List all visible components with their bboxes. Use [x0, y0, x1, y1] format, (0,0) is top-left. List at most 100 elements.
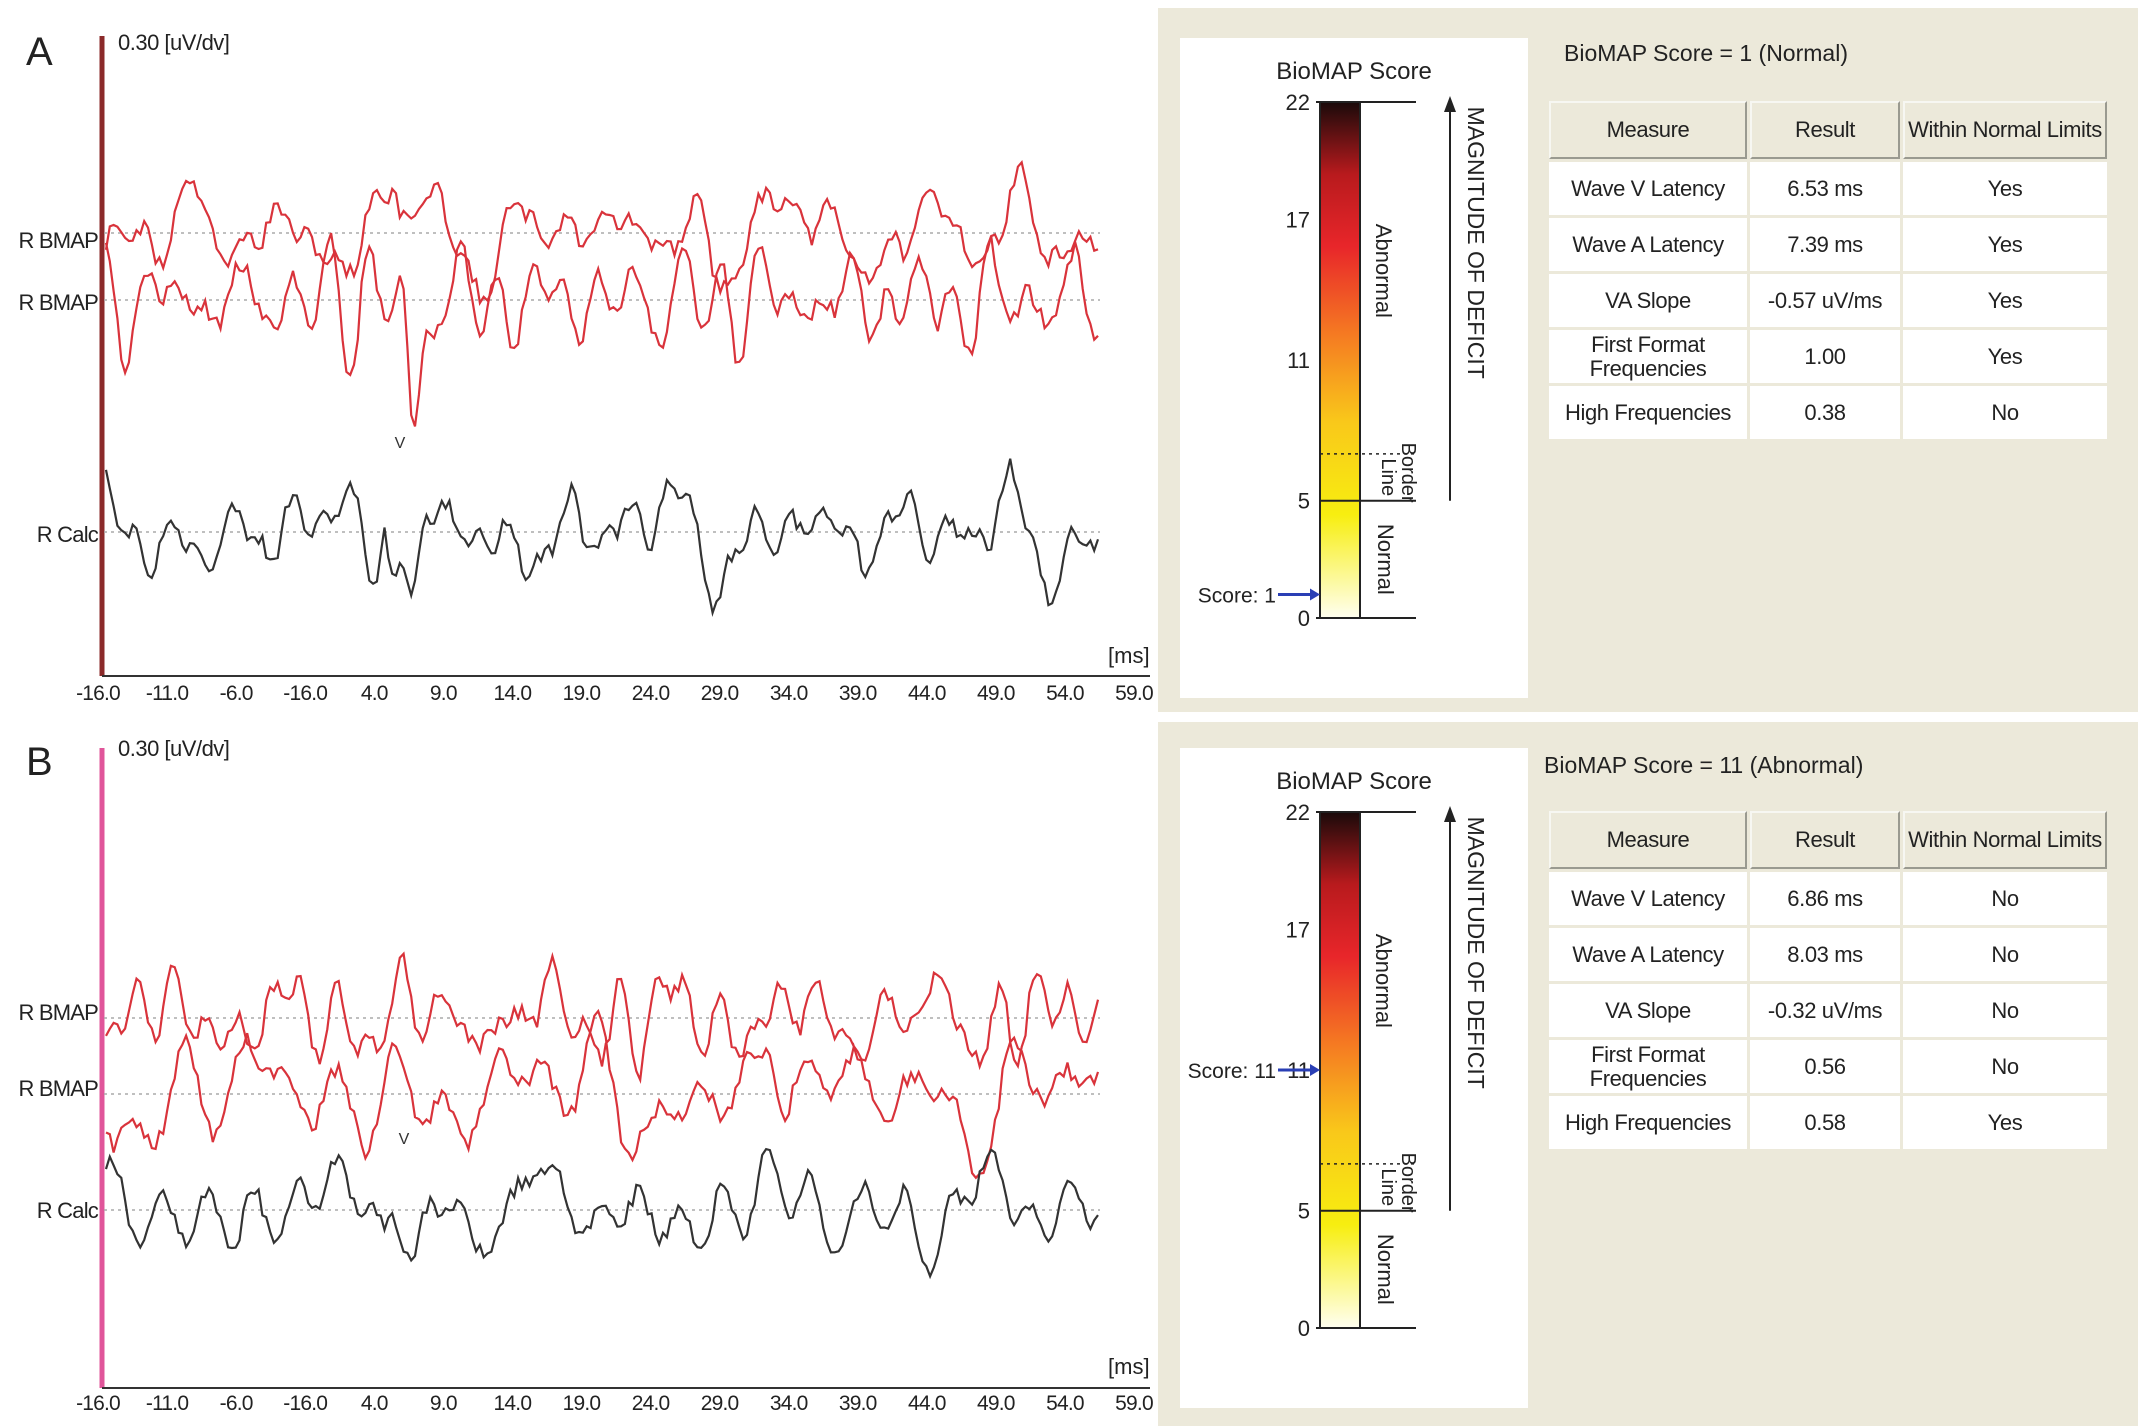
- wnl-cell: No: [1903, 928, 2107, 981]
- measure-cell: Wave V Latency: [1549, 872, 1747, 925]
- x-tick-label: 54.0: [1046, 682, 1084, 705]
- x-tick-label: 9.0: [429, 682, 458, 705]
- biomap-score-summary: BioMAP Score = 11 (Abnormal): [1544, 752, 1864, 778]
- table-row: Wave V Latency 6.86 ms No: [1549, 872, 2107, 925]
- zone-label-abnormal: Abnormal: [1371, 934, 1396, 1028]
- scale-tick-label: 17: [1286, 207, 1310, 232]
- score-label: Score: 1: [1198, 585, 1276, 608]
- score-color-bar: [1319, 101, 1361, 619]
- x-tick-label: 39.0: [838, 682, 877, 705]
- panel-letter: B: [26, 740, 53, 784]
- waveform-trace: [105, 951, 1100, 1085]
- measures-table: Measure Result Within Normal Limits Wave…: [1546, 98, 2110, 442]
- wnl-cell: No: [1903, 1040, 2107, 1093]
- x-unit-label: [ms]: [1108, 643, 1150, 668]
- measure-cell: First Format Frequencies: [1549, 1040, 1747, 1093]
- x-tick-label: 44.0: [907, 682, 946, 705]
- biomap-score-scale: 22171150AbnormalBorderLineNormalMAGNITUD…: [1188, 800, 1489, 1341]
- measure-cell: Wave A Latency: [1549, 218, 1747, 271]
- x-axis-ticks: -16.0 -11.0 -6.0 -16.0 4.0 9.0 14.0 19.0 24.0 29.…: [66, 1392, 1156, 1422]
- x-tick-label: -16.0: [283, 1392, 328, 1415]
- wnl-cell: Yes: [1903, 162, 2107, 215]
- biomap-side-panel: BioMAP Score 22 17 11 5 0 Abnormal Border Line N…: [1158, 722, 2138, 1426]
- biomap-score-scale: 22171150AbnormalBorderLineNormalMAGNITUD…: [1198, 90, 1489, 631]
- result-cell: 6.86 ms: [1750, 872, 1900, 925]
- measures-table: Measure Result Within Normal Limits Wave…: [1546, 808, 2110, 1152]
- x-tick-label: 49.0: [977, 682, 1015, 705]
- zone-label-normal: Normal: [1373, 524, 1398, 595]
- amplitude-scale-label: 0.30 [uV/dv]: [118, 30, 230, 55]
- result-cell: 1.00: [1750, 330, 1900, 383]
- x-tick-label: -6.0: [219, 1392, 254, 1415]
- panel-letter: A: [26, 30, 53, 74]
- table-row: First Format Frequencies 1.00 Yes: [1549, 330, 2107, 383]
- result-cell: 0.38: [1750, 386, 1900, 439]
- waveform-trace: [104, 160, 1099, 306]
- peak-marker: V: [399, 1131, 410, 1148]
- x-tick-label: 14.0: [493, 682, 532, 705]
- result-cell: -0.57 uV/ms: [1750, 274, 1900, 327]
- result-cell: 0.58: [1750, 1096, 1900, 1149]
- x-tick-label: 19.0: [562, 682, 601, 705]
- x-tick-label: 9.0: [429, 1392, 458, 1415]
- table-row: VA Slope -0.57 uV/ms Yes: [1549, 274, 2107, 327]
- x-tick-label: 14.0: [493, 1392, 532, 1415]
- waveform-plot: V: [99, 748, 1150, 1389]
- wnl-cell: No: [1903, 386, 2107, 439]
- wnl-cell: Yes: [1903, 218, 2107, 271]
- measure-cell: Wave V Latency: [1549, 162, 1747, 215]
- biomap-score-box: BioMAP Score 22 17 11 5 0 Abnormal Border Line N…: [1180, 748, 1528, 1408]
- score-label: Score: 11: [1188, 1060, 1276, 1083]
- scale-tick-label: 22: [1286, 90, 1310, 115]
- x-tick-label: 59.0: [1115, 682, 1153, 705]
- header-result: Result: [1750, 811, 1900, 869]
- measure-cell: High Frequencies: [1549, 1096, 1747, 1149]
- result-cell: 8.03 ms: [1750, 928, 1900, 981]
- score-arrow-head: [1310, 588, 1320, 601]
- panel-b: B 0.30 [uV/dv] V R BMAP R BMAP R Calc [m…: [0, 712, 2138, 1426]
- waveform-trace: [104, 1147, 1099, 1280]
- table-row: High Frequencies 0.38 No: [1549, 386, 2107, 439]
- zone-label-abnormal: Abnormal: [1371, 224, 1396, 318]
- wnl-cell: No: [1903, 872, 2107, 925]
- biomap-score-summary: BioMAP Score = 1 (Normal): [1564, 40, 1848, 66]
- scale-tick-label: 5: [1298, 1199, 1310, 1224]
- x-tick-label: -16.0: [283, 682, 328, 705]
- magnitude-of-deficit-label: MAGNITUDE OF DEFICIT: [1463, 107, 1489, 379]
- channel-label: R BMAP: [18, 290, 98, 315]
- x-tick-label: 24.0: [631, 682, 670, 705]
- x-tick-label: 29.0: [700, 1392, 739, 1415]
- table-row: Wave A Latency 7.39 ms Yes: [1549, 218, 2107, 271]
- waveform-plot: V: [99, 36, 1150, 677]
- measure-cell: Wave A Latency: [1549, 928, 1747, 981]
- x-tick-label: 4.0: [360, 1392, 389, 1415]
- channel-label: R Calc: [36, 522, 99, 547]
- header-measure: Measure: [1549, 101, 1747, 159]
- waveform-trace: [105, 1008, 1100, 1180]
- scale-tick-label: 0: [1298, 1316, 1310, 1341]
- x-tick-label: -16.0: [76, 1392, 121, 1415]
- result-cell: -0.32 uV/ms: [1750, 984, 1900, 1037]
- biomap-score-box: BioMAP Score 22 17 11 5 0 Abnormal Border Line N…: [1180, 38, 1528, 698]
- x-tick-label: 59.0: [1115, 1392, 1153, 1415]
- measure-cell: VA Slope: [1549, 274, 1747, 327]
- x-tick-label: 29.0: [700, 682, 739, 705]
- zone-label-borderline: Line: [1377, 1168, 1399, 1206]
- wnl-cell: Yes: [1903, 1096, 2107, 1149]
- channel-label: R BMAP: [18, 1076, 98, 1101]
- x-tick-label: 34.0: [769, 682, 808, 705]
- header-within-normal-limits: Within Normal Limits: [1903, 101, 2107, 159]
- x-tick-label: 49.0: [977, 1392, 1015, 1415]
- table-row: High Frequencies 0.58 Yes: [1549, 1096, 2107, 1149]
- channel-label: R BMAP: [18, 1000, 98, 1025]
- measure-cell: VA Slope: [1549, 984, 1747, 1037]
- zone-label-borderline: Line: [1377, 458, 1399, 496]
- x-tick-label: -11.0: [145, 682, 189, 705]
- wnl-cell: Yes: [1903, 274, 2107, 327]
- waveform-trace: [104, 232, 1099, 427]
- biomap-side-panel: BioMAP Score 22 17 11 5 0 Abnormal Border Line N…: [1158, 8, 2138, 712]
- scale-tick-label: 0: [1298, 606, 1310, 631]
- channel-label: R Calc: [36, 1198, 99, 1223]
- score-box-title: BioMAP Score: [1276, 768, 1432, 795]
- x-tick-label: -16.0: [76, 682, 121, 705]
